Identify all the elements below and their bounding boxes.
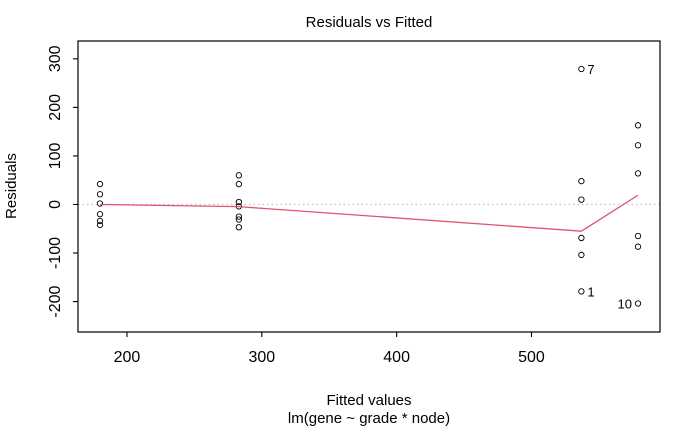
y-tick-label: 300 bbox=[47, 45, 64, 72]
point-id-label: 10 bbox=[618, 297, 632, 312]
data-point bbox=[578, 288, 585, 295]
data-point bbox=[634, 300, 642, 307]
point-id-label: 7 bbox=[587, 62, 594, 77]
data-point bbox=[96, 221, 104, 229]
model-formula-label: lm(gene ~ grade * node) bbox=[288, 410, 450, 427]
data-point bbox=[96, 180, 104, 188]
data-point bbox=[578, 196, 585, 203]
y-axis-label: Residuals bbox=[3, 153, 20, 219]
chart-title: Residuals vs Fitted bbox=[306, 14, 433, 31]
x-tick-label: 300 bbox=[248, 349, 275, 366]
data-point bbox=[578, 234, 585, 242]
x-tick-label: 500 bbox=[518, 349, 545, 366]
data-point bbox=[235, 224, 243, 231]
data-point bbox=[634, 243, 642, 250]
data-point bbox=[96, 200, 104, 207]
x-tick-label: 200 bbox=[114, 349, 141, 366]
data-point bbox=[578, 65, 585, 73]
data-point bbox=[578, 251, 585, 259]
data-point bbox=[235, 198, 243, 206]
data-point bbox=[235, 172, 243, 179]
data-point bbox=[235, 180, 243, 188]
y-tick-label: -200 bbox=[47, 285, 64, 317]
data-point bbox=[634, 170, 642, 177]
data-point bbox=[634, 232, 642, 240]
y-tick-label: 100 bbox=[47, 142, 64, 169]
data-point bbox=[235, 213, 243, 220]
plot-content: 200 300 400 500 -200 -100 0 100 200 300 7 1 10 bbox=[47, 45, 660, 366]
point-id-label: 1 bbox=[587, 284, 594, 299]
x-tick-label: 400 bbox=[383, 349, 410, 366]
smooth-line bbox=[99, 194, 639, 232]
data-point bbox=[235, 216, 243, 223]
data-point bbox=[634, 142, 642, 149]
y-tick-label: 200 bbox=[47, 94, 64, 121]
plot-border bbox=[77, 40, 661, 333]
x-axis-label: Fitted values bbox=[326, 392, 411, 409]
data-point bbox=[578, 178, 585, 185]
data-point bbox=[96, 191, 104, 198]
data-point bbox=[96, 211, 104, 218]
data-point bbox=[634, 122, 642, 129]
y-tick-label: -100 bbox=[47, 237, 64, 269]
y-tick-label: 0 bbox=[47, 200, 64, 209]
data-point bbox=[96, 217, 104, 225]
